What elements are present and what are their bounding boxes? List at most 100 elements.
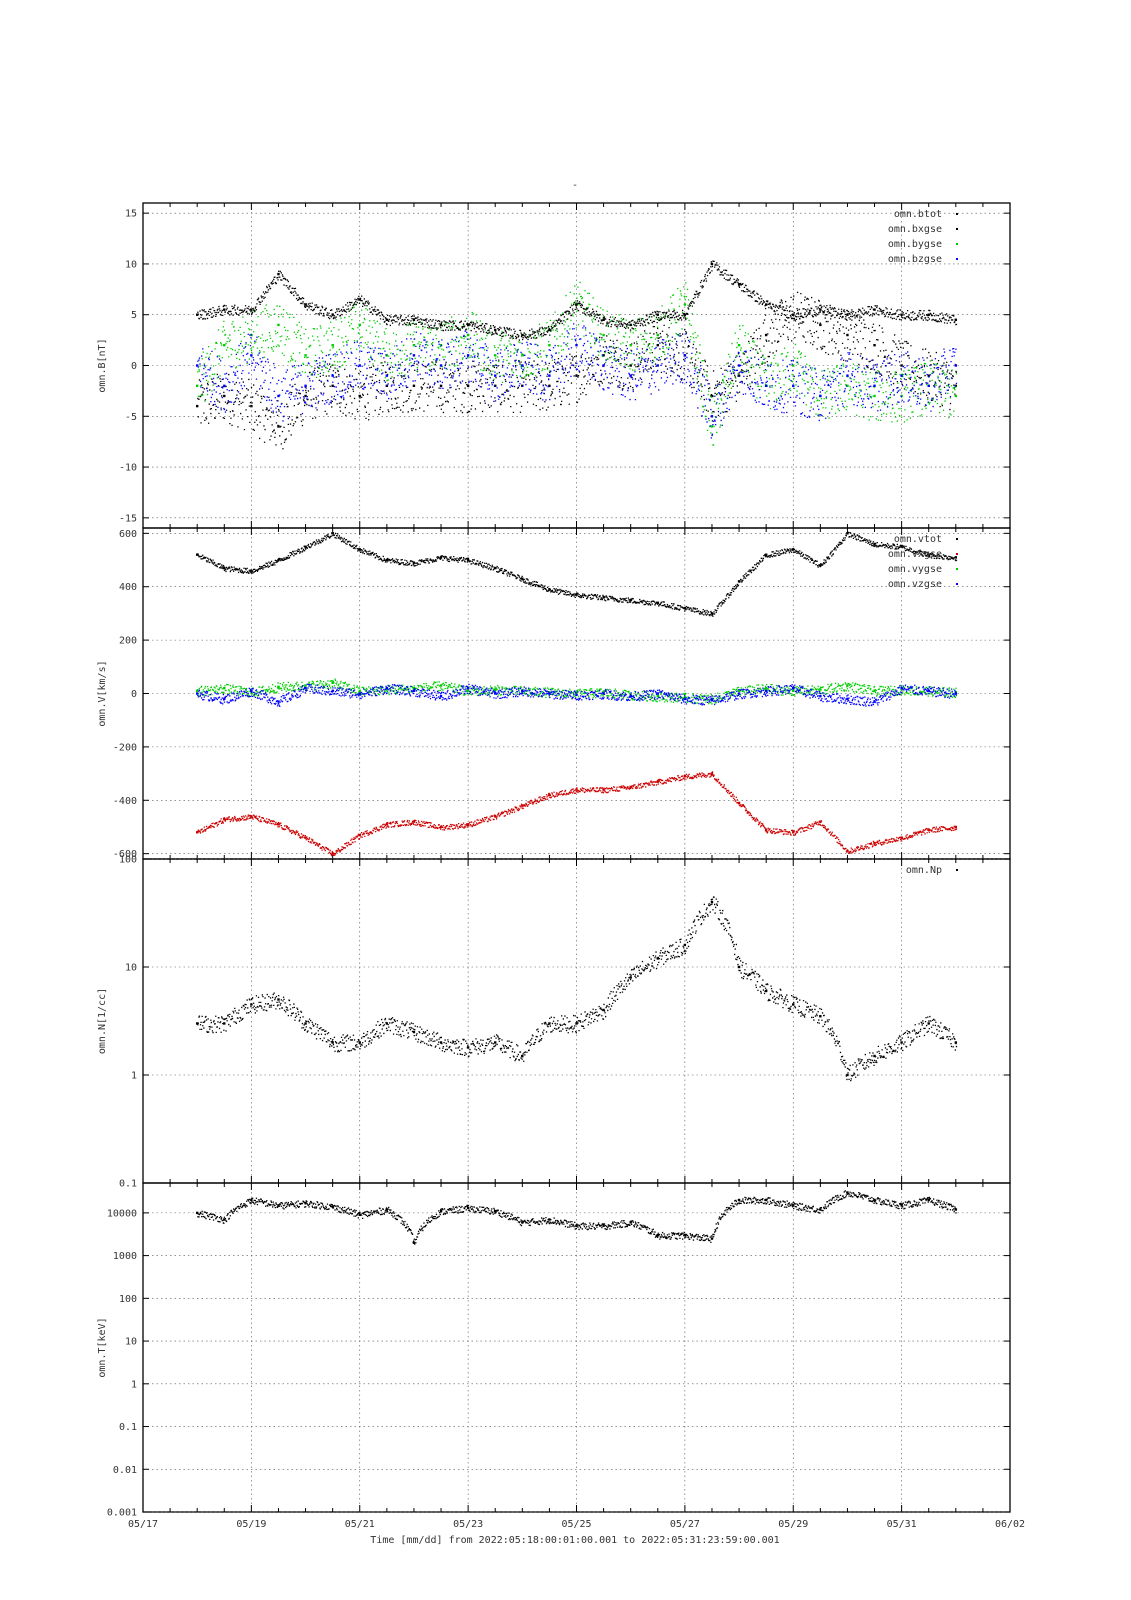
data-point — [385, 823, 389, 826]
x-tick-label: 05/29 — [778, 1519, 808, 1530]
data-point — [954, 556, 958, 559]
data-layer — [195, 1190, 958, 1245]
data-point — [385, 688, 389, 691]
data-point — [683, 303, 687, 306]
data-point — [494, 328, 497, 332]
data-point — [602, 318, 605, 321]
data-point — [277, 425, 280, 428]
x-tick-label: 06/02 — [995, 1519, 1025, 1530]
data-point — [439, 384, 443, 388]
y-tick-label: 1 — [131, 1379, 137, 1390]
data-point — [277, 323, 280, 327]
legend-marker — [956, 583, 958, 585]
y-tick-label: 1 — [131, 1071, 137, 1082]
data-point — [385, 1022, 389, 1025]
data-point — [819, 394, 822, 398]
y-axis-label: omn.B[nT] — [97, 338, 108, 392]
series-omn-bzgse — [195, 323, 958, 439]
data-point — [710, 612, 714, 615]
data-point — [412, 354, 416, 357]
data-point — [439, 364, 443, 367]
series-T — [195, 1190, 958, 1245]
data-point — [331, 343, 334, 347]
data-point — [575, 343, 578, 347]
data-point — [575, 374, 578, 377]
y-tick-label: 600 — [119, 529, 137, 540]
data-point — [304, 1201, 307, 1205]
data-point — [873, 394, 876, 398]
legend-marker — [956, 258, 958, 260]
panel-N: 0.1 1 10 100 omn.N[1/cc] omn.Np — [97, 855, 1011, 1190]
data-point — [358, 692, 361, 695]
data-point — [629, 976, 632, 979]
data-point — [548, 384, 551, 388]
data-point — [195, 404, 199, 408]
data-point — [927, 689, 930, 693]
x-tick-label: 05/19 — [236, 1519, 266, 1530]
data-point — [900, 313, 903, 316]
data-point — [439, 825, 443, 829]
data-point — [656, 364, 659, 367]
data-point — [412, 318, 416, 321]
y-tick-label: 1000 — [113, 1251, 137, 1262]
data-point — [900, 364, 903, 367]
data-point — [548, 343, 551, 347]
legend-marker — [956, 568, 958, 570]
data-point — [900, 1204, 903, 1207]
data-point — [683, 354, 687, 357]
x-tick-label: 05/25 — [561, 1519, 591, 1530]
data-point — [927, 553, 930, 556]
data-point — [737, 374, 741, 377]
data-point — [737, 364, 741, 367]
data-point — [412, 1241, 416, 1244]
data-point — [927, 374, 930, 377]
data-point — [304, 384, 307, 388]
data-point — [494, 384, 497, 388]
data-point — [602, 1224, 605, 1227]
data-point — [223, 394, 226, 398]
data-point — [358, 364, 361, 367]
data-point — [873, 1054, 876, 1058]
data-point — [331, 1041, 334, 1044]
data-point — [521, 364, 524, 367]
data-point — [223, 343, 226, 347]
y-tick-label: 400 — [119, 582, 137, 593]
y-tick-label: 0.001 — [107, 1508, 137, 1519]
data-point — [412, 820, 416, 823]
data-point — [792, 364, 795, 367]
data-point — [846, 697, 849, 701]
y-tick-label: 10 — [125, 259, 137, 270]
legend-label: omn.Np — [906, 865, 942, 876]
legend-marker — [956, 213, 958, 215]
data-point — [602, 364, 605, 367]
scatter-cloud — [197, 291, 958, 450]
y-tick-label: 10000 — [107, 1208, 137, 1219]
data-point — [873, 1198, 876, 1202]
x-axis-label: Time [mm/dd] from 2022:05:18:00:01:00.00… — [370, 1535, 779, 1546]
data-point — [764, 989, 768, 993]
data-point — [764, 384, 768, 388]
data-point — [358, 833, 361, 837]
data-point — [521, 354, 524, 357]
data-point — [900, 374, 903, 377]
data-point — [710, 900, 714, 904]
data-point — [304, 1022, 307, 1025]
data-point — [683, 1234, 687, 1237]
data-point — [873, 689, 876, 693]
data-point — [439, 556, 443, 559]
data-point — [764, 333, 768, 337]
data-point — [277, 700, 280, 703]
data-point — [250, 404, 253, 408]
data-point — [304, 354, 307, 357]
data-point — [656, 333, 659, 337]
data-point — [819, 820, 822, 823]
data-point — [277, 558, 280, 562]
y-tick-label: 10 — [125, 1337, 137, 1348]
data-point — [331, 681, 334, 685]
y-tick-label: -5 — [125, 412, 137, 423]
data-point — [304, 684, 307, 687]
data-point — [223, 1218, 226, 1221]
y-tick-label: -400 — [113, 796, 137, 807]
data-layer — [195, 260, 958, 450]
data-point — [304, 686, 307, 690]
